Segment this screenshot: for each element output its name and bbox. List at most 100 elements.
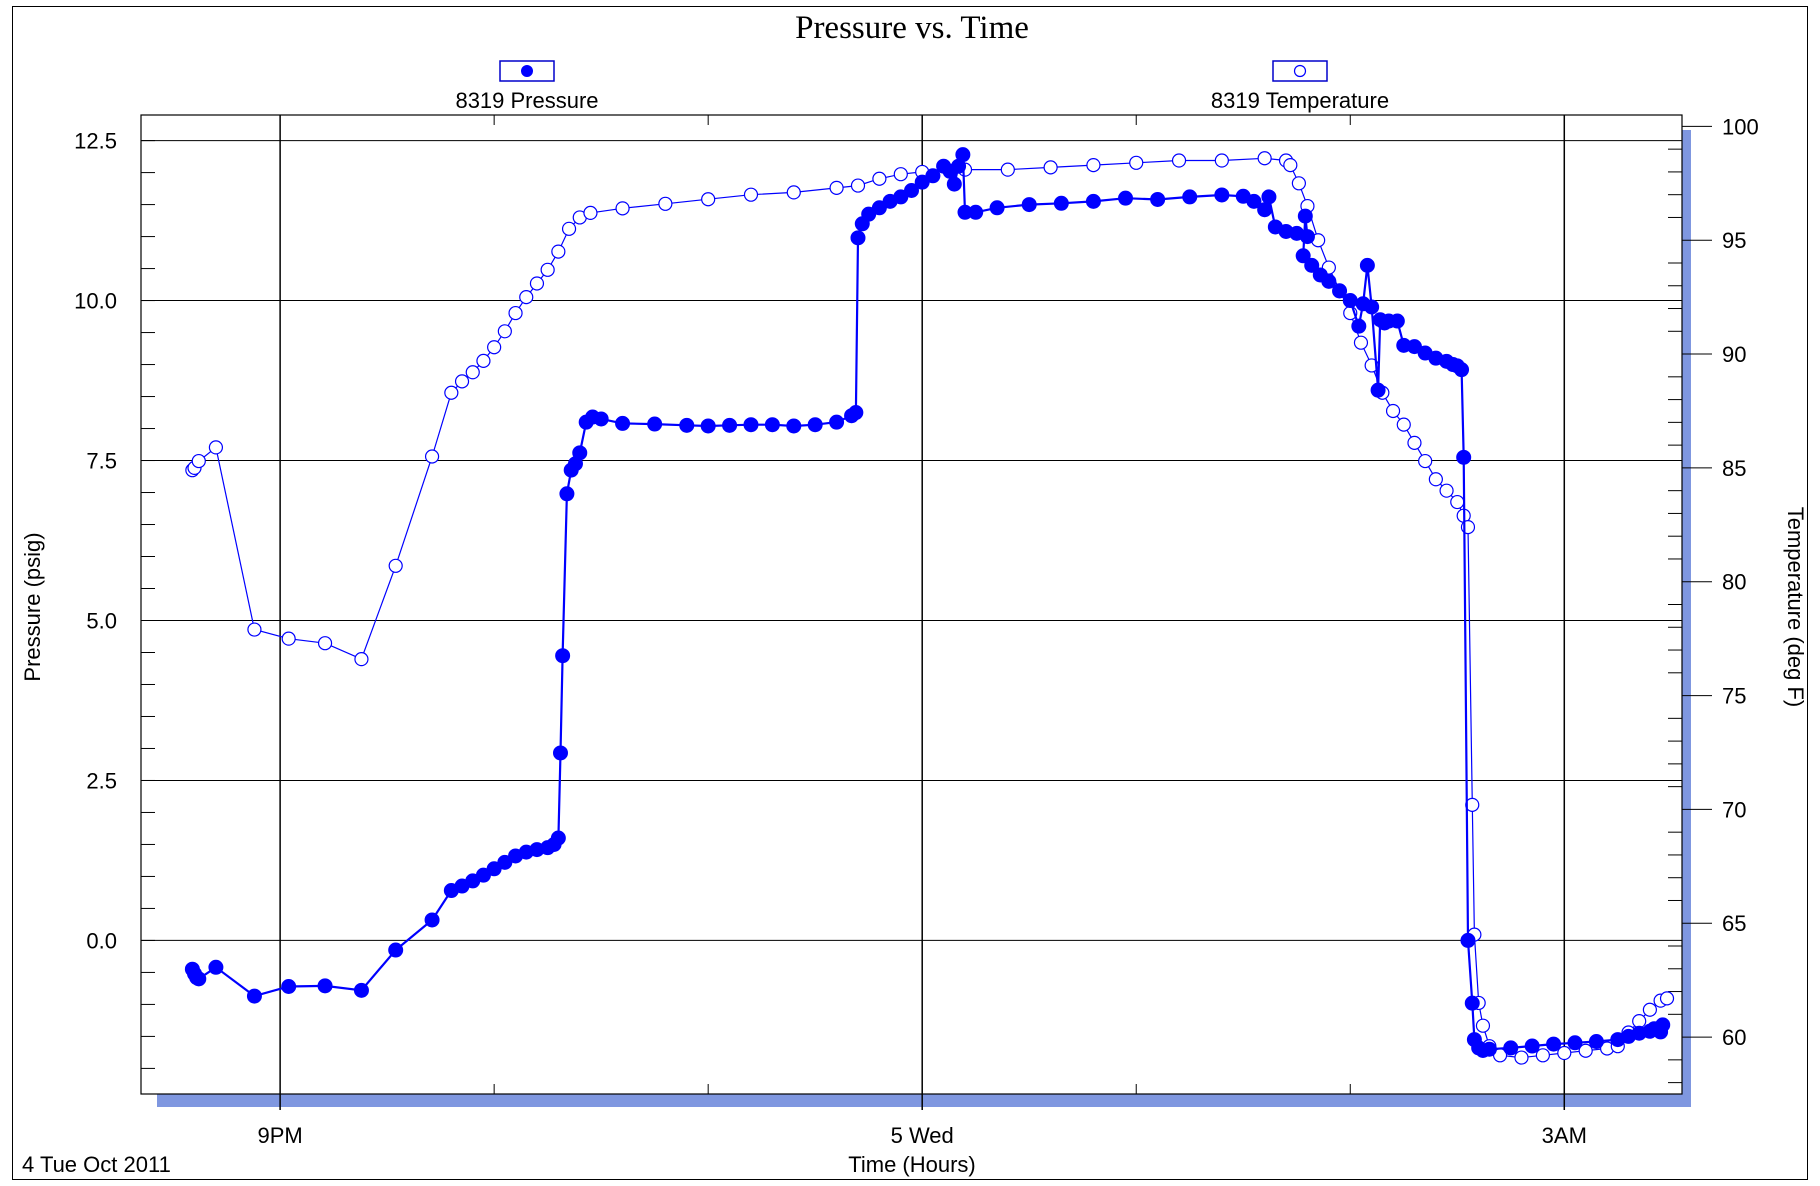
pressure-point — [1546, 1036, 1562, 1052]
pressure-point — [1481, 1041, 1497, 1057]
temperature-point — [424, 449, 440, 464]
temperature-point — [786, 185, 801, 200]
temperature-point — [1257, 151, 1272, 166]
y2-tick-label: 100 — [1722, 114, 1759, 139]
pressure-point — [1524, 1038, 1540, 1054]
x-tick-label: 5 Wed — [891, 1123, 954, 1148]
pressure-point — [1359, 257, 1375, 273]
temperature-point — [1632, 1014, 1647, 1029]
pressure-point — [1118, 190, 1134, 206]
y2-tick-label: 90 — [1722, 342, 1746, 367]
temperature-point — [850, 178, 866, 193]
pressure-point — [1295, 248, 1311, 264]
y2-tick-label: 95 — [1722, 228, 1746, 253]
temperature-point — [551, 244, 566, 259]
pressure-point — [764, 417, 780, 433]
temperature-point — [701, 192, 716, 207]
pressure-point — [1257, 202, 1273, 218]
temperature-point — [1000, 162, 1015, 177]
temperature-point — [829, 180, 844, 195]
pressure-point — [946, 176, 962, 192]
pressure-point — [1304, 257, 1320, 273]
pressure-point — [1297, 208, 1313, 224]
labels-layer: 0.0 2.5 5.0 7.5 10.0 12.5 60 65 70 75 80 85 90 95 100 9… — [74, 114, 1759, 1148]
pressure-point — [615, 415, 631, 431]
temperature-point — [1659, 991, 1675, 1006]
pressure-series — [184, 147, 1671, 1058]
ticks-layer — [141, 115, 1712, 1094]
legend-marker-temperature — [1293, 64, 1307, 78]
pressure-point — [1021, 197, 1037, 213]
pressure-point — [968, 204, 984, 220]
pressure-point — [550, 830, 566, 846]
temperature-point — [247, 622, 262, 637]
temperature-point — [497, 324, 512, 339]
y-tick-label: 10.0 — [74, 289, 117, 314]
temperature-point — [615, 201, 630, 216]
pressure-point — [1351, 318, 1367, 334]
date-label: 4 Tue Oct 2011 — [22, 1152, 171, 1177]
grid-layer — [141, 115, 1682, 1110]
pressure-point — [572, 445, 588, 461]
legend: 8319 Pressure 8319 Temperature — [455, 60, 1389, 113]
y2-axis-label: Temperature (deg F) — [1783, 507, 1808, 708]
y2-tick-label: 85 — [1722, 456, 1746, 481]
pressure-point — [208, 959, 224, 975]
pressure-point — [700, 418, 716, 434]
y2-tick-label: 60 — [1722, 1025, 1746, 1050]
y2-tick-label: 75 — [1722, 684, 1746, 709]
temperature-point — [1291, 176, 1306, 191]
pressure-point — [722, 417, 738, 433]
pressure-point — [1214, 187, 1230, 203]
temperature-point — [281, 631, 296, 646]
temperature-point — [561, 221, 577, 236]
temperature-point — [444, 385, 459, 400]
temperature-point — [1450, 494, 1465, 510]
temperature-point — [1283, 157, 1298, 173]
pressure-point — [829, 414, 845, 430]
pressure-point — [1299, 229, 1315, 245]
pressure-point — [552, 745, 568, 761]
legend-swatch-temperature — [1272, 60, 1328, 82]
temperature-point — [465, 365, 480, 380]
pressure-point — [1588, 1034, 1604, 1050]
pressure-point — [1503, 1040, 1519, 1056]
pressure-point — [786, 418, 802, 434]
pressure-point — [904, 183, 919, 199]
temperature-point — [476, 353, 491, 368]
legend-label-temperature: 8319 Temperature — [1211, 88, 1389, 113]
pressure-point — [281, 979, 297, 995]
temperature-point — [454, 374, 470, 389]
temperature-point — [1439, 483, 1454, 498]
pressure-point — [559, 486, 575, 502]
pressure-point — [1053, 195, 1069, 211]
temperature-point — [872, 171, 887, 186]
y-tick-label: 7.5 — [86, 449, 117, 474]
pressure-point — [246, 988, 262, 1004]
y2-tick-label: 70 — [1722, 797, 1746, 822]
temperature-point — [1171, 153, 1187, 168]
x-tick-label: 3AM — [1542, 1123, 1587, 1148]
legend-item-pressure: 8319 Pressure — [455, 60, 599, 113]
temperature-point — [540, 262, 555, 277]
temperature-point — [1428, 472, 1443, 487]
pressure-point — [1332, 283, 1348, 299]
pressure-point — [1342, 293, 1358, 309]
pressure-point — [388, 942, 404, 958]
temperature-point — [191, 453, 206, 469]
temperature-point — [1514, 1050, 1529, 1065]
pressure-point — [1364, 299, 1380, 315]
pressure-point — [1655, 1017, 1671, 1033]
pressure-point — [925, 168, 941, 184]
temperature-point — [1535, 1048, 1550, 1063]
pressure-point — [317, 978, 333, 994]
temperature-point — [1396, 417, 1411, 432]
pressure-point — [807, 417, 823, 433]
pressure-point — [679, 417, 695, 433]
pressure-point — [353, 982, 369, 998]
pressure-point — [1150, 191, 1166, 207]
pressure-point — [1085, 193, 1101, 209]
y-axis-label: Pressure (psig) — [20, 532, 45, 681]
pressure-point — [1182, 189, 1198, 205]
pressure-point — [1456, 449, 1472, 465]
